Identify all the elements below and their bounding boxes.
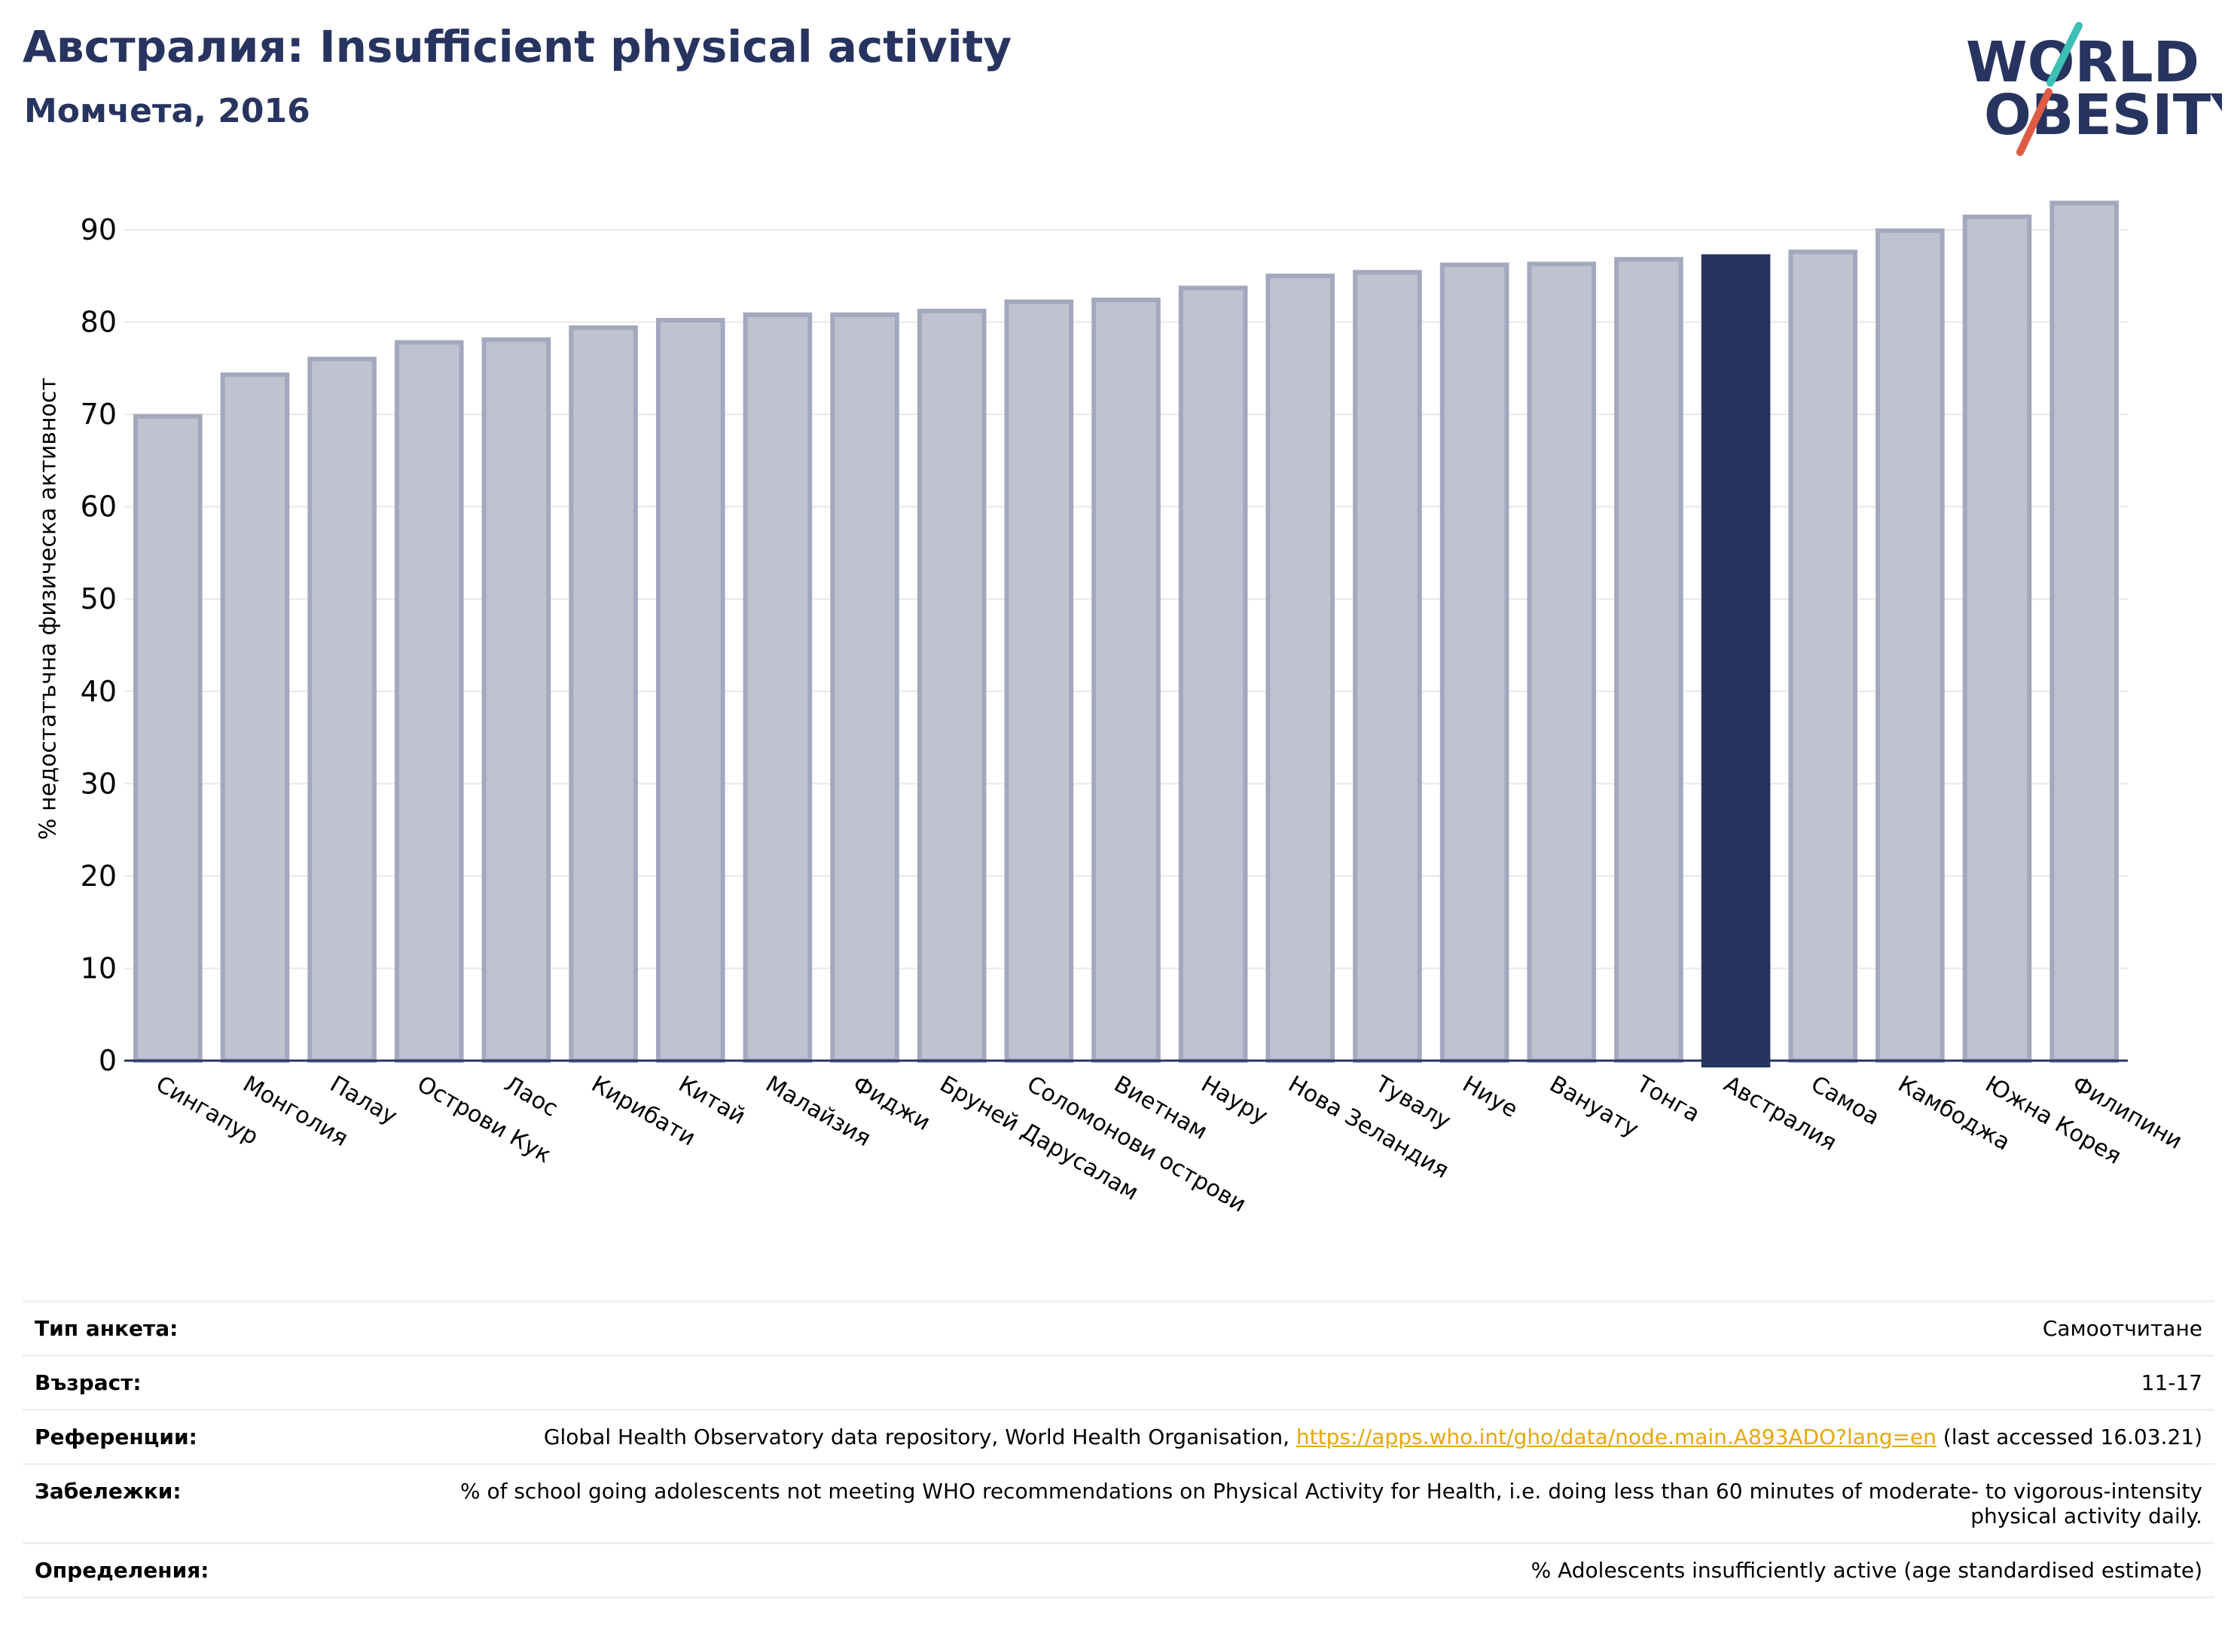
bar-10 [1004, 299, 1074, 1063]
world-obesity-logo: WORLD OBESITY [1966, 22, 2222, 156]
info-label: Определения: [35, 1558, 209, 1583]
bar-0 [133, 414, 203, 1063]
bar-13 [1265, 273, 1335, 1063]
info-label: Тип анкета: [35, 1316, 179, 1341]
reference-text: Global Health Observatory data repositor… [543, 1425, 1296, 1449]
bar-12 [1178, 286, 1248, 1064]
y-tick-label: 0 [99, 1044, 117, 1077]
bars [133, 200, 2119, 1067]
bar-8 [830, 312, 899, 1063]
y-tick-label: 30 [81, 767, 117, 800]
info-value: % of school going adolescents not meetin… [459, 1479, 2202, 1528]
bar-18 [1701, 254, 1771, 1067]
y-tick-label: 50 [81, 582, 117, 615]
bar-3 [394, 340, 464, 1064]
info-table: Тип анкета: Самоотчитане Възраст: 11-17 … [23, 1300, 2214, 1599]
bar-5 [569, 325, 638, 1063]
y-tick-label: 10 [81, 951, 117, 985]
chart-subtitle: Момчета, 2016 [24, 92, 310, 130]
info-value: Global Health Observatory data repositor… [544, 1425, 2202, 1449]
x-tick-label: Нова Зеландия [1283, 1071, 1453, 1184]
bar-4 [481, 337, 551, 1063]
info-label: Референции: [35, 1425, 197, 1449]
bar-7 [743, 312, 813, 1063]
reference-accessed: (last accessed 16.03.21) [1936, 1425, 2202, 1449]
bar-11 [1091, 298, 1161, 1063]
bar-1 [220, 372, 290, 1063]
info-value: % Adolescents insufficiently active (age… [1531, 1558, 2202, 1583]
bar-15 [1439, 262, 1509, 1063]
x-tick-label: Вануату [1545, 1071, 1643, 1143]
bar-19 [1788, 249, 1858, 1063]
y-tick-label: 60 [81, 490, 117, 524]
x-tick-label: Ниуе [1458, 1071, 1522, 1123]
chart-title: Австралия: Insufficient physical activit… [23, 21, 1012, 72]
bar-2 [307, 356, 377, 1064]
bar-6 [655, 318, 725, 1063]
logo-red-stroke [2016, 88, 2053, 156]
bar-22 [2049, 200, 2119, 1064]
bar-14 [1353, 270, 1422, 1063]
y-tick-label: 90 [81, 213, 117, 246]
reference-link[interactable]: https://apps.who.int/gho/data/node.main.… [1296, 1425, 1937, 1449]
bar-21 [1962, 214, 2032, 1064]
info-row-survey-type: Тип анкета: Самоотчитане [23, 1302, 2214, 1357]
y-tick-labels: 0 10 20 30 40 50 60 70 80 90 [81, 213, 117, 1077]
y-tick-label: 70 [81, 398, 117, 431]
bar-9 [917, 308, 987, 1063]
info-row-age: Възраст: 11-17 [23, 1357, 2214, 1411]
logo-line1: WORLD [1966, 30, 2199, 95]
y-tick-label: 80 [81, 306, 117, 339]
info-row-definitions: Определения: % Adolescents insufficientl… [23, 1544, 2214, 1599]
bar-chart: 0 10 20 30 40 50 60 70 80 90 СингапурМонголияПала… [81, 200, 2187, 1218]
logo-teal-stroke [2046, 22, 2083, 87]
y-tick-label: 40 [81, 675, 117, 708]
info-value: 11-17 [2141, 1370, 2202, 1395]
info-label: Възраст: [35, 1370, 142, 1395]
bar-16 [1527, 261, 1597, 1063]
x-tick-label: Лаос [499, 1071, 562, 1122]
info-value: Самоотчитане [2042, 1316, 2202, 1341]
y-tick-label: 20 [81, 860, 117, 893]
info-row-references: Референции: Global Health Observatory da… [23, 1411, 2214, 1465]
bar-17 [1614, 257, 1683, 1063]
bar-20 [1875, 228, 1945, 1063]
info-row-notes: Забележки: % of school going adolescents… [23, 1465, 2214, 1544]
y-axis-title: % недостатъчна физическа активност [35, 377, 62, 840]
info-label: Забележки: [35, 1479, 182, 1504]
